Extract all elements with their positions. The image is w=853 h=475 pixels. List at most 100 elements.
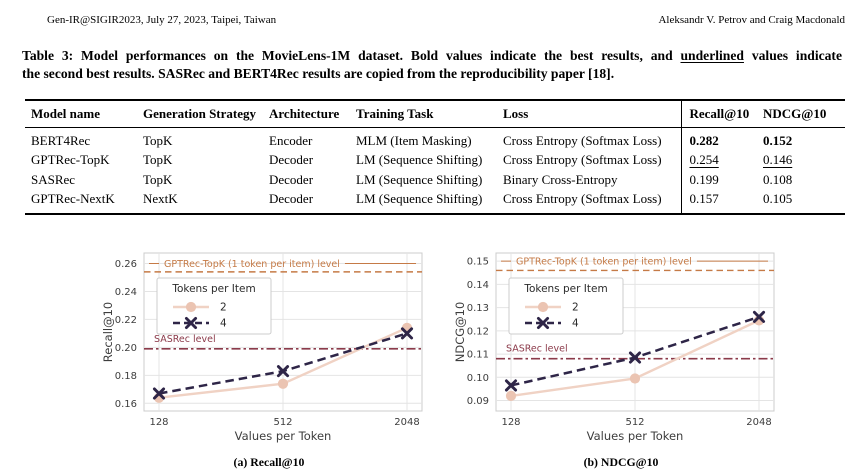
y-tick-label: 0.16 [115, 399, 137, 410]
x-tick-label: 2048 [394, 417, 419, 428]
column-header: Training Task [350, 99, 497, 128]
table-cell: Cross Entropy (Softmax Loss) [503, 191, 662, 207]
x-marker [184, 317, 198, 330]
charts-row: 0.16 0.18 0.20 0.22 0.24 0.26 128 512 2048 Values… [100, 245, 853, 470]
y-tick-label: 0.20 [115, 343, 137, 354]
table-cell: Decoder [269, 171, 314, 187]
caption-text: values indicate [743, 48, 842, 64]
column-header: Generation Strategy [137, 99, 263, 128]
table-caption: Table 3: Model performances on the Movie… [22, 47, 842, 84]
table-row: SASRec TopK Decoder LM (Sequence Shifting) B… [25, 170, 845, 190]
legend-box [508, 277, 624, 335]
table-cell: Decoder [269, 152, 314, 168]
table-cell: 0.108 [763, 171, 793, 187]
table-cell: Cross Entropy (Softmax Loss) [503, 152, 662, 168]
legend-circle-marker [185, 302, 197, 313]
table-cell: NextK [143, 191, 178, 207]
legend-title: Tokens per Item [171, 283, 255, 295]
table-cell: LM (Sequence Shifting) [356, 191, 483, 207]
caption-underlined-word: underlined [680, 48, 744, 64]
sasrec-level-label: SASRec level [154, 334, 216, 345]
table-cell: 0.152 [763, 132, 793, 148]
y-tick-label: 0.24 [115, 287, 137, 298]
legend-title: Tokens per Item [523, 283, 607, 295]
y-tick-label: 0.22 [115, 315, 137, 326]
table-cell: 0.199 [680, 170, 757, 190]
table-cell: Binary Cross-Entropy [503, 171, 618, 187]
figure-caption-b: (b) NDCG@10 [583, 455, 659, 470]
table-cell: LM (Sequence Shifting) [356, 171, 483, 187]
authors: Aleksandr V. Petrov and Craig Macdonald [658, 14, 845, 26]
y-tick-label: 0.10 [467, 373, 489, 384]
table-caption-line1: Table 3: Model performances on the Movie… [22, 47, 842, 65]
paper-page: Gen-IR@SIGIR2023, July 27, 2023, Taipei,… [0, 14, 853, 475]
table-row: GPTRec-TopK TopK Decoder LM (Sequence Shift… [25, 150, 845, 171]
caption-text: Table 3: Model performances on the Movie… [22, 48, 681, 64]
x-marker [504, 379, 518, 392]
table-cell: TopK [143, 171, 173, 187]
table-header-row: Model name Generation Strategy Architectur… [25, 99, 845, 128]
x-marker [628, 351, 642, 364]
x-tick-label: 512 [625, 417, 644, 428]
table-cell: TopK [143, 132, 173, 148]
x-marker [276, 365, 290, 378]
sasrec-level-label: SASRec level [506, 344, 568, 355]
y-tick-label: 0.15 [467, 257, 489, 268]
table-cell: Encoder [269, 132, 313, 148]
circle-marker [629, 373, 641, 384]
y-tick-label: 0.12 [467, 327, 489, 338]
table-caption-line2: the second best results. SASRec and BERT… [22, 66, 615, 82]
column-header: Architecture [263, 99, 350, 128]
recall-chart: 0.16 0.18 0.20 0.22 0.24 0.26 128 512 2048 Values… [101, 252, 423, 443]
y-tick-label: 0.14 [467, 280, 489, 291]
x-marker [536, 317, 550, 330]
table-cell: LM (Sequence Shifting) [356, 152, 483, 168]
column-header: Loss [497, 99, 681, 128]
circle-marker [505, 391, 517, 402]
y-tick-label: 0.11 [467, 350, 489, 361]
x-marker [400, 327, 414, 340]
column-header: Model name [25, 99, 137, 128]
legend-label-4: 4 [220, 318, 227, 330]
legend-label-4: 4 [572, 318, 579, 330]
table-cell: Cross Entropy (Softmax Loss) [503, 132, 662, 148]
column-header: Recall@10 [680, 99, 757, 128]
ndcg-chart: 0.09 0.10 0.11 0.12 0.13 0.14 0.15 128 512 2048 Va… [453, 252, 775, 443]
results-table: Model name Generation Strategy Architectur… [25, 98, 845, 216]
x-marker [752, 311, 766, 324]
y-tick-label: 0.26 [115, 259, 137, 270]
figure-recall: 0.16 0.18 0.20 0.22 0.24 0.26 128 512 2048 Values… [100, 245, 438, 470]
table-cell: 0.157 [680, 189, 757, 215]
model-name-cell: BERT4Rec [31, 132, 91, 148]
gptrec-level-label: GPTRec-TopK (1 token per item) level [516, 257, 692, 268]
x-marker [152, 387, 166, 400]
y-tick-label: 0.18 [115, 371, 137, 382]
x-axis-label: Values per Token [587, 429, 684, 443]
model-name-cell: GPTRec-NextK [31, 191, 115, 207]
model-name-cell: GPTRec-TopK [31, 152, 110, 168]
circle-marker [277, 378, 289, 390]
x-tick-label: 128 [501, 417, 520, 428]
table-cell: MLM (Item Masking) [356, 132, 472, 148]
running-head: Gen-IR@SIGIR2023, July 27, 2023, Taipei,… [47, 14, 845, 26]
table-cell: Decoder [269, 191, 314, 207]
y-axis-label: Recall@10 [101, 302, 115, 362]
conference-info: Gen-IR@SIGIR2023, July 27, 2023, Taipei,… [47, 14, 277, 26]
x-tick-label: 2048 [746, 417, 771, 428]
y-tick-label: 0.09 [467, 396, 489, 407]
legend-label-2: 2 [220, 302, 227, 314]
gptrec-level-label: GPTRec-TopK (1 token per item) level [164, 259, 340, 270]
table-cell: TopK [143, 152, 173, 168]
table-row: BERT4Rec TopK Encoder MLM (Item Masking) Cro… [25, 127, 845, 151]
table-cell: 0.282 [680, 127, 757, 151]
legend-label-2: 2 [572, 302, 579, 314]
column-header: NDCG@10 [757, 99, 845, 128]
table-row: GPTRec-NextK NextK Decoder LM (Sequence Shi… [25, 189, 845, 215]
x-tick-label: 512 [273, 417, 292, 428]
model-name-cell: SASRec [31, 171, 76, 187]
legend-circle-marker [537, 302, 549, 313]
table-cell: 0.146 [763, 152, 793, 168]
figure-caption-a: (a) Recall@10 [233, 455, 305, 470]
y-tick-label: 0.13 [467, 303, 489, 314]
x-axis-label: Values per Token [235, 429, 332, 443]
